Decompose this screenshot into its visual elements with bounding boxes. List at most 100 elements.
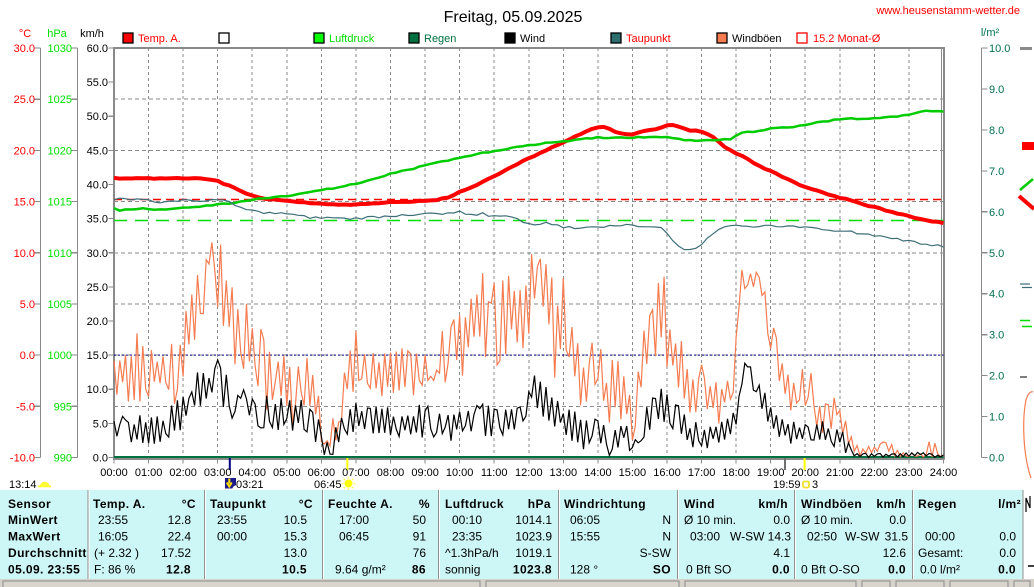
svg-text:22.4: 22.4 xyxy=(168,530,192,544)
svg-text:25.0: 25.0 xyxy=(87,282,108,294)
svg-text:l/m²: l/m² xyxy=(981,27,1000,39)
svg-text:17.52: 17.52 xyxy=(161,546,191,560)
svg-text:24:00: 24:00 xyxy=(930,467,958,479)
svg-text:0.0: 0.0 xyxy=(93,453,108,465)
svg-text:Sensor: Sensor xyxy=(8,497,51,511)
svg-text:SO: SO xyxy=(653,563,671,577)
svg-text:0 Bft O-SO: 0 Bft O-SO xyxy=(801,563,860,577)
svg-text:hPa: hPa xyxy=(47,28,67,40)
svg-text:1010: 1010 xyxy=(48,248,72,260)
svg-text:Freitag, 05.09.2025: Freitag, 05.09.2025 xyxy=(444,9,583,26)
svg-text:0.0: 0.0 xyxy=(999,530,1016,544)
svg-text:05.09. 23:55: 05.09. 23:55 xyxy=(8,563,80,577)
svg-text:0.0: 0.0 xyxy=(999,546,1016,560)
svg-text:MinWert: MinWert xyxy=(8,513,58,527)
svg-text:00:10: 00:10 xyxy=(452,513,482,527)
svg-text:10.5: 10.5 xyxy=(284,513,308,527)
svg-text:25.0: 25.0 xyxy=(14,94,35,106)
svg-text:03:00: 03:00 xyxy=(690,530,720,544)
svg-text:50.0: 50.0 xyxy=(87,111,108,123)
svg-text:31.5: 31.5 xyxy=(885,530,909,544)
svg-text:10.0: 10.0 xyxy=(989,43,1010,55)
svg-text:10.5: 10.5 xyxy=(282,563,307,577)
svg-text:15:00: 15:00 xyxy=(619,467,647,479)
svg-text:1023.9: 1023.9 xyxy=(515,530,552,544)
svg-text:Ø 10 min.: Ø 10 min. xyxy=(801,513,853,527)
svg-text:0.0: 0.0 xyxy=(20,350,35,362)
svg-text:6.0: 6.0 xyxy=(989,207,1004,219)
svg-text:Regen: Regen xyxy=(424,33,456,45)
svg-text:06:05: 06:05 xyxy=(570,513,600,527)
svg-text:17:00: 17:00 xyxy=(688,467,716,479)
svg-text:Wind: Wind xyxy=(684,497,715,511)
svg-text:0.0: 0.0 xyxy=(989,453,1004,465)
svg-text:Windrichtung: Windrichtung xyxy=(564,497,646,511)
svg-text:%: % xyxy=(419,497,430,511)
svg-text:0.0: 0.0 xyxy=(998,563,1016,577)
svg-text:°C: °C xyxy=(299,497,313,511)
svg-text:°C: °C xyxy=(182,497,196,511)
svg-text:06:45: 06:45 xyxy=(339,530,369,544)
svg-text:07:00: 07:00 xyxy=(342,467,370,479)
svg-text:12.8: 12.8 xyxy=(166,563,191,577)
svg-text:km/h: km/h xyxy=(758,497,788,511)
svg-text:23:00: 23:00 xyxy=(895,467,923,479)
svg-text:N: N xyxy=(662,530,671,544)
svg-text:W-SW: W-SW xyxy=(730,530,765,544)
svg-text:05:00: 05:00 xyxy=(273,467,301,479)
svg-text:0.0: 0.0 xyxy=(773,513,790,527)
svg-text:76: 76 xyxy=(413,546,427,560)
svg-text:22:00: 22:00 xyxy=(861,467,889,479)
svg-text:F: 86 %: F: 86 % xyxy=(94,563,136,577)
svg-text:-5.0: -5.0 xyxy=(16,401,35,413)
svg-text:15:55: 15:55 xyxy=(570,530,600,544)
svg-text:19:00: 19:00 xyxy=(757,467,785,479)
svg-text:S-SW: S-SW xyxy=(640,546,672,560)
svg-text:08:00: 08:00 xyxy=(377,467,405,479)
svg-text:^1.3hPa/h: ^1.3hPa/h xyxy=(445,546,499,560)
svg-text:15.0: 15.0 xyxy=(14,197,35,209)
svg-text:09:00: 09:00 xyxy=(411,467,439,479)
svg-text:13:00: 13:00 xyxy=(550,467,578,479)
svg-text:15.2 Monat-Ø: 15.2 Monat-Ø xyxy=(813,33,881,45)
svg-text:Regen: Regen xyxy=(918,497,957,511)
svg-text:N: N xyxy=(662,513,671,527)
svg-text:9.0: 9.0 xyxy=(989,84,1004,96)
svg-text:13:14: 13:14 xyxy=(9,479,37,491)
svg-text:7.0: 7.0 xyxy=(989,166,1004,178)
svg-text:10.0: 10.0 xyxy=(87,384,108,396)
svg-text:Gesamt:: Gesamt: xyxy=(918,546,963,560)
svg-text:06:00: 06:00 xyxy=(308,467,336,479)
svg-text:0 Bft SO: 0 Bft SO xyxy=(686,563,731,577)
svg-text:18:00: 18:00 xyxy=(722,467,750,479)
svg-text:°C: °C xyxy=(19,28,31,40)
svg-text:1005: 1005 xyxy=(48,299,72,311)
svg-text:55.0: 55.0 xyxy=(87,77,108,89)
svg-text:06:45: 06:45 xyxy=(314,479,342,491)
svg-text:20.0: 20.0 xyxy=(14,145,35,157)
svg-text:9.64 g/m²: 9.64 g/m² xyxy=(335,563,386,577)
svg-text:8.0: 8.0 xyxy=(989,125,1004,137)
svg-text:12:00: 12:00 xyxy=(515,467,543,479)
svg-text:12.8: 12.8 xyxy=(168,513,192,527)
svg-text:11:00: 11:00 xyxy=(481,467,508,479)
svg-text:1015: 1015 xyxy=(48,197,72,209)
svg-text:23:55: 23:55 xyxy=(217,513,247,527)
svg-text:00:00: 00:00 xyxy=(100,467,128,479)
svg-text:15.3: 15.3 xyxy=(284,530,308,544)
svg-text:1020: 1020 xyxy=(48,145,72,157)
svg-text:13.0: 13.0 xyxy=(284,546,308,560)
svg-text:23:35: 23:35 xyxy=(452,530,482,544)
svg-text:45.0: 45.0 xyxy=(87,145,108,157)
svg-text:02:50: 02:50 xyxy=(807,530,837,544)
svg-text:1025: 1025 xyxy=(48,94,72,106)
svg-text:3: 3 xyxy=(812,479,818,491)
svg-text:5.0: 5.0 xyxy=(989,248,1004,260)
svg-text:Temp. A.: Temp. A. xyxy=(138,33,181,45)
svg-text:14:00: 14:00 xyxy=(584,467,612,479)
svg-text:Temp. A.: Temp. A. xyxy=(93,497,146,511)
svg-text:Windböen: Windböen xyxy=(732,33,782,45)
svg-text:14.3: 14.3 xyxy=(768,530,792,544)
svg-text:00:00: 00:00 xyxy=(217,530,247,544)
svg-text:W-SW: W-SW xyxy=(845,530,880,544)
